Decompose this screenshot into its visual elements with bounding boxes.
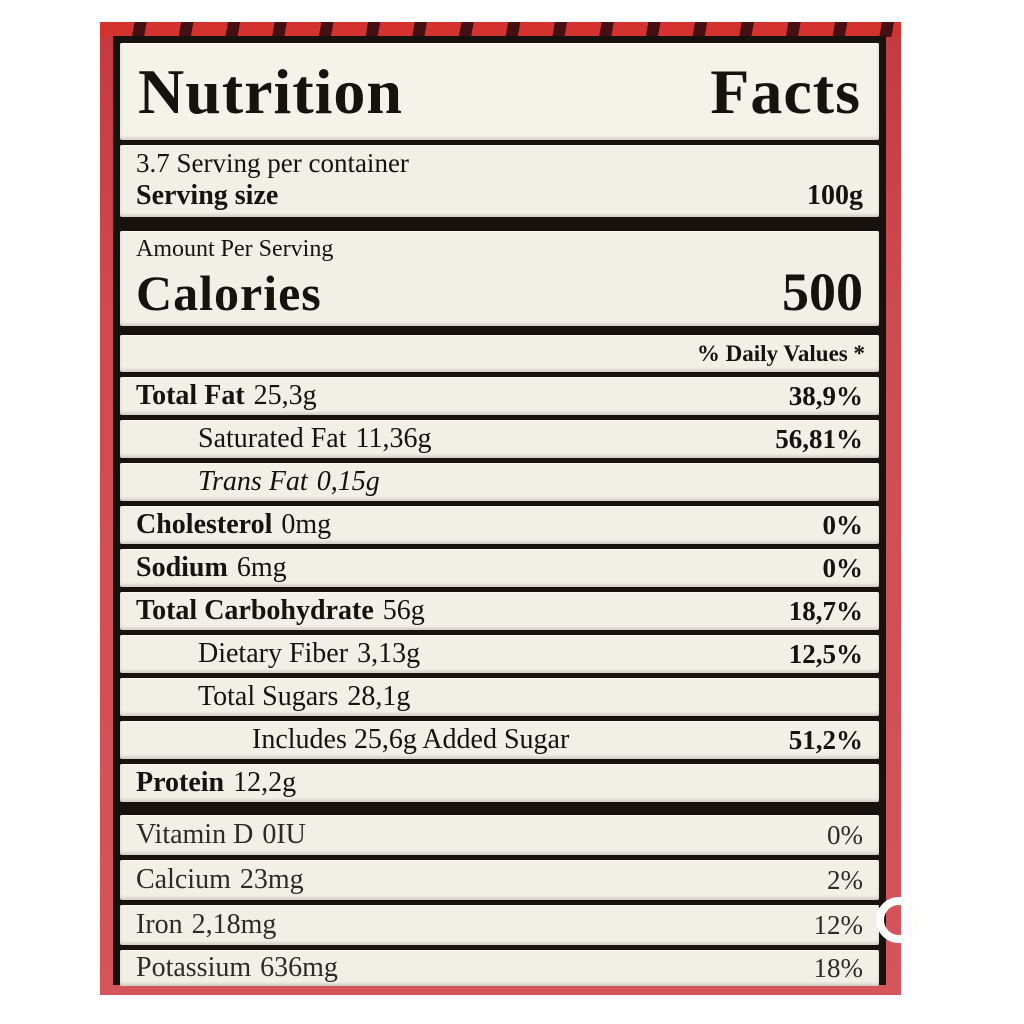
nutrient-name: Protein xyxy=(136,767,225,798)
nutrient-row-dietary-fiber: Dietary Fiber 3,13g 12,5% xyxy=(120,635,879,673)
nutrient-amount: 12,2g xyxy=(233,767,297,798)
serving-info-row: 3.7 Serving per container Serving size 1… xyxy=(120,145,879,217)
nutrient-row-saturated-fat: Saturated Fat 11,36g 56,81% xyxy=(120,420,879,458)
nutrient-amount: 28,1g xyxy=(347,681,411,712)
calories-row: Amount Per Serving Calories 500 xyxy=(120,231,879,326)
nutrient-daily-value: 38,9% xyxy=(788,380,863,411)
serving-size-value: 100g xyxy=(807,180,863,212)
nutrient-amount: 2,18mg xyxy=(191,909,277,940)
nutrient-name: Iron xyxy=(136,909,183,940)
nutrient-name: Dietary Fiber xyxy=(198,638,349,669)
nutrient-row-total-sugars: Total Sugars 28,1g xyxy=(120,678,879,716)
package-pattern-band xyxy=(100,22,901,37)
nutrient-daily-value: 12,5% xyxy=(788,638,863,669)
nutrient-amount: 25,3g xyxy=(253,380,317,411)
nutrient-daily-value: 51,2% xyxy=(788,724,863,755)
nutrient-amount: 11,36g xyxy=(355,423,432,454)
nutrient-amount: 3,13g xyxy=(357,638,421,669)
micronutrient-row-iron: Iron 2,18mg 12% xyxy=(120,905,879,945)
servings-per-container: 3.7 Serving per container xyxy=(136,148,409,179)
nutrient-daily-value: 0% xyxy=(822,552,864,583)
nutrient-row-total-carbohydrate: Total Carbohydrate 56g 18,7% xyxy=(120,592,879,630)
nutrient-name: Calcium xyxy=(136,864,231,895)
calories-line: Calories 500 xyxy=(136,264,863,321)
nutrient-row-added-sugar: Includes 25,6g Added Sugar 51,2% xyxy=(120,721,879,759)
nutrient-daily-value: 56,81% xyxy=(775,423,863,454)
nutrient-name: Cholesterol xyxy=(136,509,273,540)
nutrition-facts-panel: Nutrition Facts 3.7 Serving per containe… xyxy=(113,36,886,986)
package-red-frame: Nutrition Facts 3.7 Serving per containe… xyxy=(100,22,901,995)
nutrient-row-trans-fat: Trans Fat 0,15g xyxy=(120,463,879,501)
nutrient-daily-value: 0% xyxy=(822,509,864,540)
nutrient-name: Saturated Fat xyxy=(198,423,347,454)
micronutrient-row-vitamin-d: Vitamin D 0IU 0% xyxy=(120,815,879,855)
nutrient-row-cholesterol: Cholesterol 0mg 0% xyxy=(120,506,879,544)
nutrient-name: Total Fat xyxy=(136,380,245,411)
nutrient-daily-value: 12% xyxy=(813,909,864,940)
nutrient-amount: 56g xyxy=(382,595,425,626)
nutrient-daily-value: 0% xyxy=(827,819,863,850)
nutrient-daily-value: 18% xyxy=(813,952,864,983)
serving-size-line: Serving size 100g xyxy=(136,179,863,213)
nutrient-row-protein: Protein 12,2g xyxy=(120,764,879,802)
calories-value: 500 xyxy=(782,262,863,323)
micronutrient-row-potassium: Potassium 636mg 18% xyxy=(120,950,879,986)
nutrient-name: Includes 25,6g Added Sugar xyxy=(252,724,570,755)
nutrient-name: Trans Fat xyxy=(198,466,308,497)
nutrient-amount: 23mg xyxy=(239,864,304,895)
serving-size-label: Serving size xyxy=(136,180,279,212)
nutrient-row-total-fat: Total Fat 25,3g 38,9% xyxy=(120,377,879,415)
nutrient-row-sodium: Sodium 6mg 0% xyxy=(120,549,879,587)
partial-circle-icon xyxy=(876,897,922,943)
amount-per-serving-label: Amount Per Serving xyxy=(136,236,334,263)
panel-title: Nutrition Facts xyxy=(138,55,861,127)
daily-values-header: % Daily Values * xyxy=(696,340,865,366)
nutrient-name: Vitamin D xyxy=(136,819,254,850)
nutrient-daily-value: 2% xyxy=(827,864,863,895)
nutrient-daily-value: 18,7% xyxy=(788,595,863,626)
nutrient-amount: 6mg xyxy=(236,552,287,583)
nutrient-name: Sodium xyxy=(136,552,228,583)
nutrient-amount: 0mg xyxy=(281,509,332,540)
nutrient-name: Total Sugars xyxy=(198,681,339,712)
micronutrient-row-calcium: Calcium 23mg 2% xyxy=(120,860,879,900)
daily-values-header-row: % Daily Values * xyxy=(120,335,879,372)
nutrient-name: Total Carbohydrate xyxy=(136,595,374,626)
nutrient-amount: 636mg xyxy=(260,952,338,983)
calories-label: Calories xyxy=(136,265,322,322)
title-row: Nutrition Facts xyxy=(120,43,879,140)
nutrient-name: Potassium xyxy=(136,952,252,983)
nutrient-amount: 0IU xyxy=(262,819,306,850)
nutrient-amount: 0,15g xyxy=(316,466,380,497)
